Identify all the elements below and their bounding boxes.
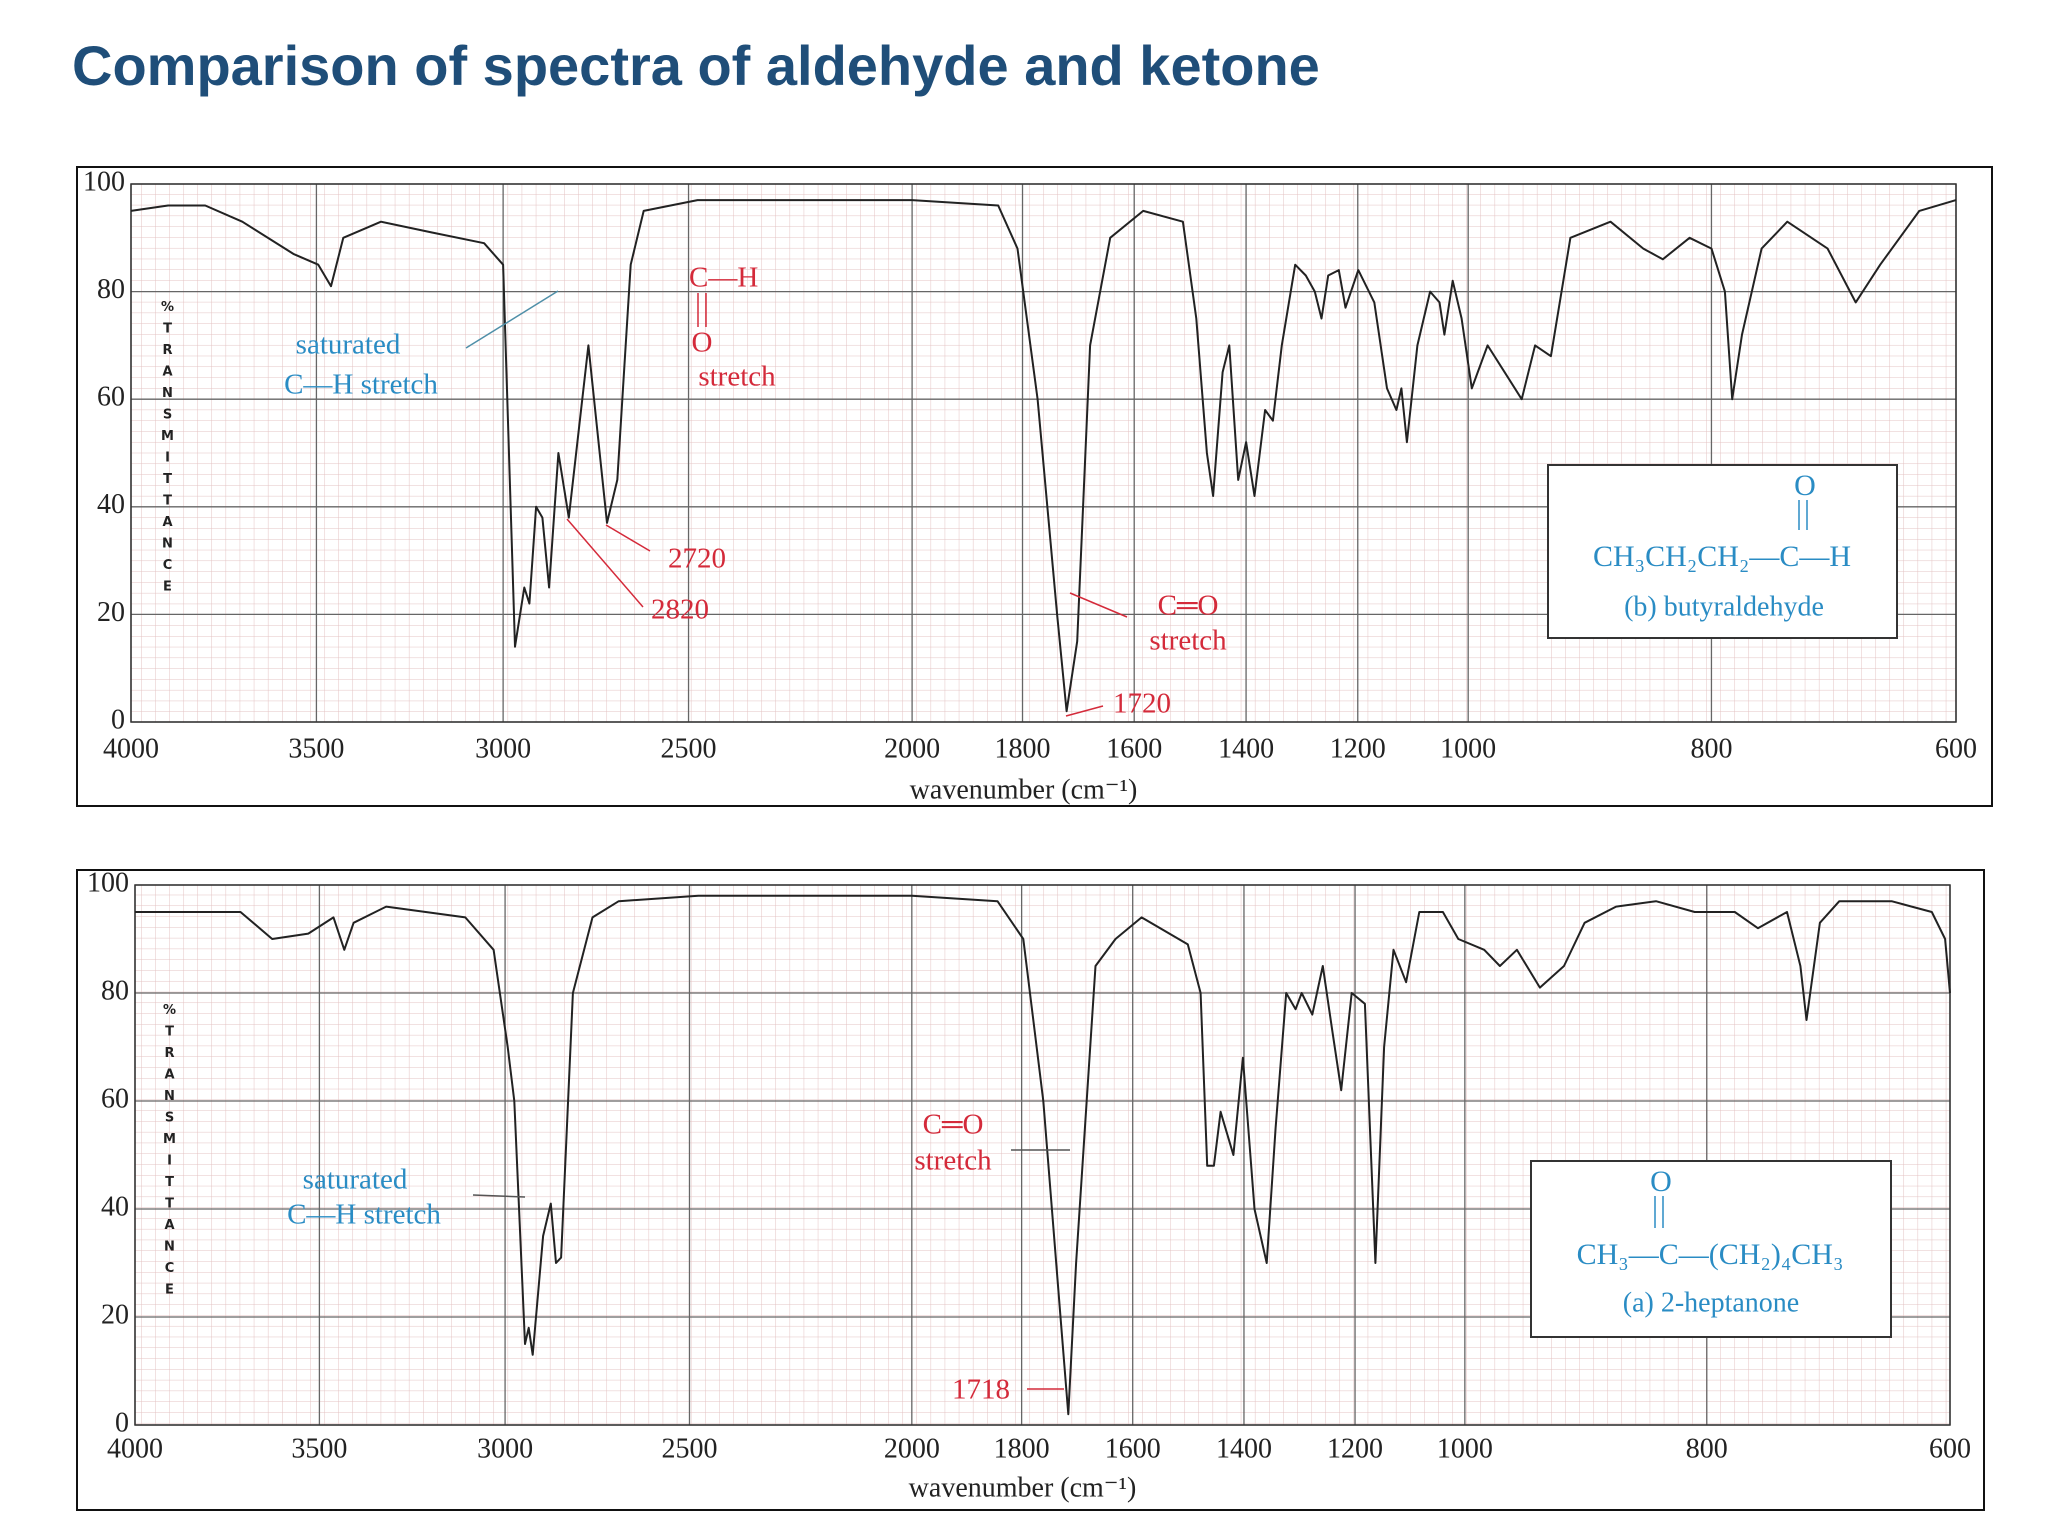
- x-tick-label: 3500: [288, 733, 344, 764]
- annotation: C═O: [923, 1109, 984, 1141]
- x-tick-label: 4000: [107, 1433, 163, 1464]
- annotation: saturated: [303, 1164, 408, 1196]
- y-tick-label: 80: [97, 274, 125, 305]
- spectrum-chart: 0 20 40 60 80 100 4000 3500 3000 2500 2000 1800 1600…: [76, 166, 1993, 807]
- structure-formula: CH₃—C—(CH₂)₄CH₃: [1577, 1238, 1844, 1271]
- y-axis-title: %TRANSMITTANCE: [162, 1003, 177, 1304]
- y-tick-label: 0: [111, 704, 125, 735]
- leader-line: [465, 290, 559, 349]
- annotation: O: [692, 327, 713, 359]
- x-tick-label: 4000: [103, 733, 159, 764]
- minor-grid: [135, 885, 1950, 1425]
- annotation: stretch: [698, 361, 776, 393]
- x-tick-label: 3000: [475, 733, 531, 764]
- x-tick-label: 2000: [884, 1433, 940, 1464]
- x-tick-label: 2500: [661, 733, 717, 764]
- x-tick-label: 600: [1929, 1433, 1971, 1464]
- y-tick-label: 80: [101, 975, 129, 1006]
- annotation: 2720: [668, 543, 726, 575]
- annotation: 1720: [1113, 688, 1171, 720]
- annotation: C═O: [1158, 590, 1219, 622]
- y-tick-label: 40: [97, 489, 125, 520]
- spectrum-line: [135, 894, 1951, 1416]
- leader-line: [472, 1194, 526, 1198]
- x-axis-title: wavenumber (cm⁻¹): [909, 1472, 1137, 1503]
- structure-formula: CH₃CH₂CH₂—C—H: [1593, 540, 1851, 573]
- annotation: 2820: [651, 594, 709, 626]
- x-tick-label: 1200: [1327, 1433, 1383, 1464]
- x-tick-label: 1800: [995, 733, 1051, 764]
- x-tick-label: 1000: [1437, 1433, 1493, 1464]
- x-tick-label: 3000: [477, 1433, 533, 1464]
- y-axis-title: %TRANSMITTANCE: [160, 300, 175, 601]
- y-tick-label: 60: [97, 382, 125, 413]
- structure-atom: O: [1650, 1165, 1672, 1198]
- minor-grid: [131, 184, 1956, 722]
- x-tick-label: 1000: [1440, 733, 1496, 764]
- leader-line: [1069, 592, 1128, 618]
- x-tick-label: 2500: [661, 1433, 717, 1464]
- y-tick-label: 60: [101, 1083, 129, 1114]
- structure-caption: (b) butyraldehyde: [1624, 591, 1824, 622]
- x-tick-label: 2000: [884, 733, 940, 764]
- annotation: C—H: [689, 262, 758, 294]
- structure-caption: (a) 2-heptanone: [1623, 1287, 1799, 1318]
- annotation: 1718: [952, 1374, 1010, 1406]
- annotation: saturated: [296, 329, 401, 361]
- structure-box: [1530, 1160, 1892, 1338]
- x-tick-label: 1800: [994, 1433, 1050, 1464]
- annotation: stretch: [1149, 625, 1227, 657]
- y-tick-label: 40: [101, 1191, 129, 1222]
- x-tick-label: 1600: [1106, 733, 1162, 764]
- annotation: C—H stretch: [287, 1199, 441, 1231]
- y-tick-label: 20: [97, 597, 125, 628]
- x-tick-label: 1200: [1330, 733, 1386, 764]
- spectrum-chart: 0 20 40 60 80 100 4000 3500 3000 2500 2000 1800 1600…: [76, 867, 1985, 1511]
- slide-title: Comparison of spectra of aldehyde and ke…: [72, 34, 1320, 97]
- y-tick-label: 100: [83, 166, 125, 197]
- x-tick-label: 1400: [1216, 1433, 1272, 1464]
- y-tick-label: 100: [87, 867, 129, 898]
- x-tick-label: 3500: [291, 1433, 347, 1464]
- spectrum-line: [130, 199, 1957, 713]
- annotation: stretch: [914, 1145, 992, 1177]
- y-tick-label: 20: [101, 1299, 129, 1330]
- x-tick-label: 1400: [1218, 733, 1274, 764]
- annotation: C—H stretch: [284, 369, 438, 401]
- leader-line: [1065, 705, 1104, 717]
- structure-atom: O: [1794, 469, 1816, 502]
- plot-border: [134, 884, 1951, 1426]
- plot-border: [130, 183, 1957, 723]
- x-axis-title: wavenumber (cm⁻¹): [910, 774, 1138, 805]
- x-tick-label: 800: [1690, 733, 1732, 764]
- structure-box: [1547, 464, 1898, 639]
- y-tick-label: 0: [115, 1407, 129, 1438]
- x-tick-label: 800: [1686, 1433, 1728, 1464]
- x-tick-label: 1600: [1105, 1433, 1161, 1464]
- leader-line: [566, 518, 644, 608]
- x-tick-label: 600: [1935, 733, 1977, 764]
- leader-line: [605, 524, 651, 552]
